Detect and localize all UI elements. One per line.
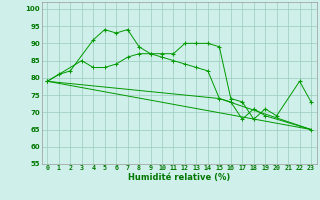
X-axis label: Humidité relative (%): Humidité relative (%): [128, 173, 230, 182]
